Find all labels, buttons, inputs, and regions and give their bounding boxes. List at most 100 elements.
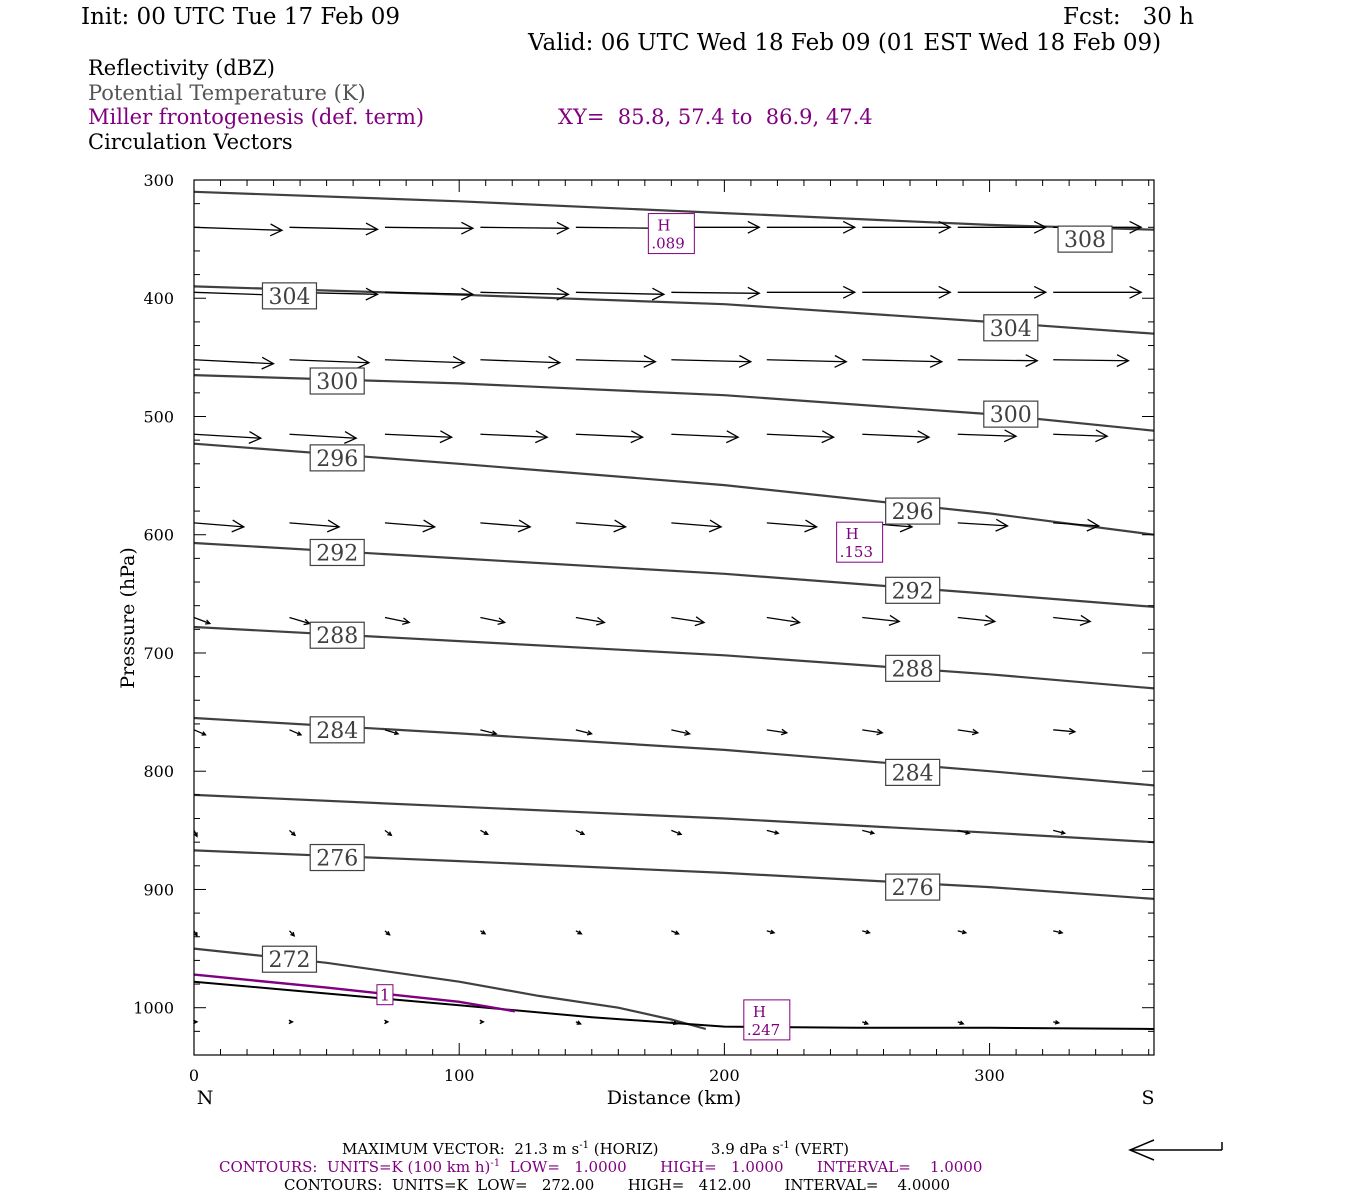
frontogenesis-maximum-value: .089	[651, 235, 684, 253]
frontogenesis-contour-info: CONTOURS: UNITS=K (100 km h)-1 LOW= 1.00…	[219, 1158, 983, 1176]
vector-head	[460, 287, 475, 301]
vector-head	[491, 730, 498, 736]
vector-head	[708, 519, 723, 533]
vector-shaft	[1053, 522, 1099, 527]
theta-label-text: 304	[268, 285, 310, 310]
circulation-vector	[766, 285, 857, 299]
vector-head	[971, 728, 980, 736]
theta-label-276: 276	[885, 873, 941, 901]
vector-shaft	[289, 522, 340, 528]
vector-head	[201, 731, 207, 736]
theta-label-288: 288	[885, 654, 941, 682]
vector-head	[651, 287, 666, 301]
frontogenesis-maximum-2: H.153	[836, 521, 884, 563]
y-axis-label: Pressure (hPa)	[117, 547, 139, 689]
legend-miller-frontogenesis: Miller frontogenesis (def. term)	[88, 105, 425, 129]
vector-head	[556, 221, 570, 235]
vector-head	[1060, 830, 1067, 835]
vector-shaft	[575, 522, 626, 528]
vector-shaft	[193, 729, 206, 736]
vector-head	[461, 221, 475, 235]
vector-shaft	[384, 729, 399, 735]
vector-shaft	[480, 433, 548, 438]
circulation-vector	[289, 355, 371, 369]
vector-head	[865, 929, 871, 935]
vector-head	[326, 519, 341, 533]
vector-head	[290, 931, 296, 937]
circulation-vector	[384, 829, 393, 837]
circulation-vector	[384, 729, 400, 736]
theta-label-box	[983, 314, 1039, 342]
vector-head	[1033, 220, 1048, 234]
vector-shaft	[289, 433, 357, 439]
vector-head	[231, 519, 246, 533]
theta-contour-info: CONTOURS: UNITS=K LOW= 272.00 HIGH= 412.…	[284, 1176, 950, 1194]
vector-head	[577, 930, 583, 935]
vector-shaft	[957, 829, 970, 834]
frontogenesis-maximum-3: H.247	[743, 999, 791, 1041]
circulation-vector	[193, 729, 207, 736]
theta-label-text: 292	[892, 579, 934, 604]
vector-head	[876, 728, 884, 736]
frontogenesis-label-1: 1	[376, 984, 394, 1006]
vector-head	[535, 430, 549, 444]
circulation-vector	[1053, 1019, 1061, 1025]
vector-shaft	[575, 829, 585, 835]
theta-label-text: 300	[316, 370, 358, 395]
x-axis-label: Distance (km)	[607, 1087, 742, 1109]
circulation-vector	[862, 354, 944, 368]
theta-label-text: 300	[990, 403, 1032, 428]
vector-head	[995, 518, 1009, 532]
vector-head	[1129, 220, 1143, 234]
y-tick-label: 700	[143, 644, 174, 663]
vector-head	[804, 519, 819, 533]
vector-head	[1033, 285, 1048, 299]
vector-head	[193, 832, 198, 838]
vector-head	[1068, 727, 1077, 735]
vector-head	[547, 355, 562, 369]
vector-head	[672, 1020, 679, 1026]
vector-head	[677, 830, 683, 836]
theta-label-text: 292	[316, 541, 358, 566]
vector-head	[576, 1020, 582, 1025]
circulation-vector	[766, 929, 776, 935]
vector-head	[579, 830, 586, 836]
theta-label-box	[885, 654, 941, 682]
theta-label-box	[309, 444, 365, 472]
legend-reflectivity: Reflectivity (dBZ)	[88, 56, 276, 80]
forecast-hour: Fcst: 30 h	[1063, 4, 1194, 30]
vector-shaft	[193, 616, 210, 625]
vector-shaft	[1053, 616, 1091, 623]
circulation-vector	[671, 930, 680, 935]
vector-head	[365, 287, 379, 301]
theta-label-box	[261, 945, 318, 973]
circulation-vector	[1053, 354, 1130, 368]
vector-shaft	[671, 291, 760, 294]
vector-head	[965, 830, 971, 835]
vector-head	[959, 1020, 965, 1026]
circulation-vector	[384, 221, 475, 235]
theta-label-304: 304	[261, 282, 318, 310]
vector-head	[402, 617, 411, 626]
circulation-vector	[384, 519, 437, 533]
vector-head	[483, 830, 489, 835]
circulation-vector	[1053, 829, 1067, 835]
circulation-vector	[862, 929, 871, 935]
theta-contour-300	[193, 374, 1155, 432]
vector-shaft	[575, 616, 605, 624]
vector-shaft	[575, 291, 664, 295]
vector-shaft	[575, 433, 643, 438]
circulation-vector	[480, 729, 498, 736]
vector-head	[842, 220, 857, 234]
circulation-vector	[766, 430, 836, 444]
theta-contour-288	[193, 625, 1155, 690]
vector-shaft	[384, 291, 473, 295]
vector-shaft	[862, 359, 942, 363]
theta-label-box	[309, 538, 365, 567]
circulation-vector	[384, 616, 411, 626]
circulation-vector	[766, 220, 857, 234]
y-tick-label: 300	[143, 171, 174, 190]
vector-head	[774, 830, 780, 835]
circulation-vector	[862, 614, 901, 627]
